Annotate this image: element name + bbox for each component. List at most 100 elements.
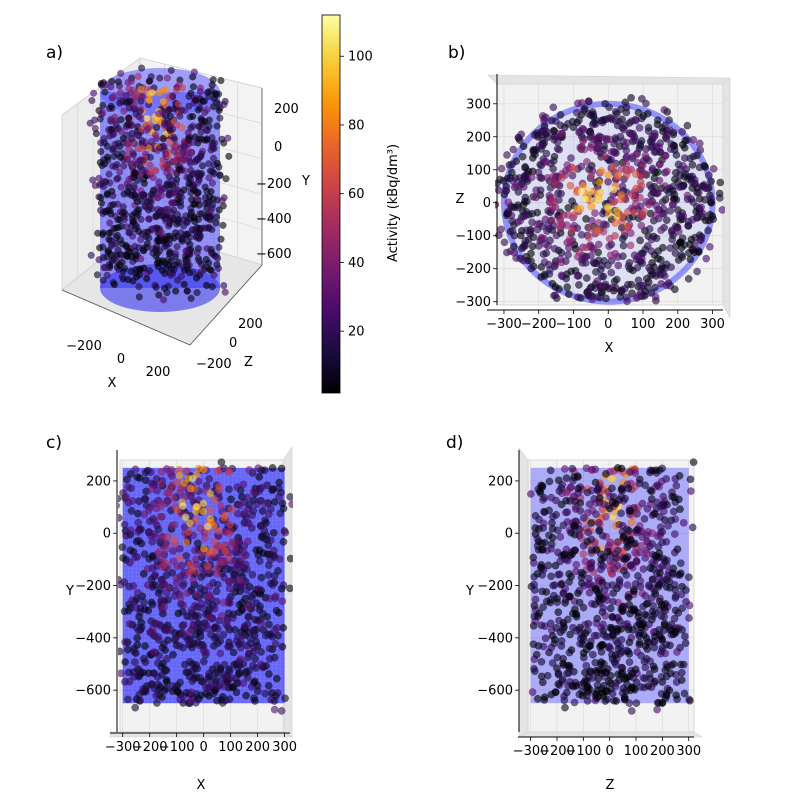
panel-b-point bbox=[527, 173, 536, 182]
panel-b-point bbox=[587, 171, 596, 180]
panel-a-point bbox=[165, 186, 174, 194]
panel-c-point bbox=[245, 612, 253, 621]
panel-c-point bbox=[240, 622, 249, 631]
panel-b-point bbox=[576, 143, 584, 152]
panel-d-point bbox=[562, 474, 571, 482]
panel-d-point bbox=[538, 483, 547, 491]
panel-a-point bbox=[147, 191, 155, 199]
panel-a-point bbox=[166, 249, 174, 257]
panel-a-point bbox=[105, 170, 113, 178]
panel-b-point bbox=[605, 242, 614, 251]
panel-a-point bbox=[164, 160, 172, 168]
panel-d-point bbox=[647, 495, 656, 503]
panel-b-point bbox=[565, 235, 574, 244]
panel-c-point bbox=[155, 547, 164, 556]
panel-c-point bbox=[228, 540, 236, 548]
panel-a-point bbox=[216, 171, 224, 179]
panel-d-point bbox=[556, 533, 565, 541]
panel-d-point bbox=[538, 545, 547, 554]
panel-d-point bbox=[662, 691, 671, 700]
panel-d-point bbox=[677, 668, 686, 677]
panel-b-point bbox=[594, 219, 603, 227]
panel-c-point bbox=[182, 551, 191, 560]
panel-b-point bbox=[539, 250, 548, 259]
panel-d-point bbox=[639, 565, 648, 573]
panel-d-point bbox=[632, 678, 641, 687]
panel-c-point bbox=[188, 474, 197, 483]
panel-c-point bbox=[118, 502, 120, 509]
panel-d-point bbox=[597, 555, 606, 564]
panel-c-point bbox=[141, 658, 150, 666]
panel-d-point bbox=[676, 559, 685, 568]
panel-c-point bbox=[187, 613, 196, 622]
panel-b-point bbox=[555, 222, 564, 231]
panel-a-point bbox=[185, 179, 193, 187]
panel-c-point bbox=[126, 558, 134, 567]
panel-c-point bbox=[187, 688, 196, 696]
panel-a-point bbox=[203, 106, 211, 114]
panel-c-point bbox=[157, 479, 165, 488]
panel-a-point bbox=[215, 90, 223, 98]
panel-b-point bbox=[567, 154, 575, 162]
panel-d-point bbox=[591, 478, 600, 487]
panel-b-point bbox=[668, 235, 677, 244]
panel-c-point bbox=[245, 519, 253, 528]
panel-c-point bbox=[148, 485, 156, 494]
panel-a-point bbox=[166, 139, 174, 147]
colorbar: 20 40 60 80 100 Activity (kBq/dm³) bbox=[321, 14, 401, 394]
panel-b-point bbox=[679, 161, 687, 170]
panel-d-point bbox=[658, 538, 667, 547]
panel-d-point bbox=[528, 688, 537, 696]
panel-d-point bbox=[563, 508, 572, 517]
panel-a-ylabel: Y bbox=[301, 174, 310, 189]
panel-d-point bbox=[561, 599, 569, 607]
panel-a-point bbox=[186, 211, 194, 219]
panel-a-point bbox=[155, 110, 163, 118]
panel-b-point bbox=[680, 143, 689, 152]
panel-b-point bbox=[623, 222, 632, 231]
panel-b-point bbox=[628, 191, 637, 199]
panel-c-point bbox=[175, 471, 184, 480]
panel-d-point bbox=[641, 481, 649, 490]
panel-c-point bbox=[220, 660, 229, 669]
panel-d-point bbox=[679, 518, 688, 527]
panel-b-point bbox=[507, 211, 516, 220]
panel-d-point bbox=[612, 697, 621, 705]
panel-c-point bbox=[192, 555, 200, 564]
panel-c-point bbox=[150, 517, 159, 526]
panel-b-point bbox=[577, 187, 586, 196]
panel-a-point bbox=[93, 271, 101, 279]
panel-a-point bbox=[100, 134, 108, 143]
panel-a-point bbox=[217, 77, 225, 85]
panel-c-point bbox=[209, 689, 218, 698]
panel-c-point bbox=[124, 483, 132, 491]
panel-c-point bbox=[258, 507, 267, 515]
panel-b-point bbox=[654, 247, 663, 255]
panel-b-y-tick-label: 100 bbox=[466, 163, 491, 178]
panel-d-point bbox=[672, 481, 681, 490]
panel-d-point bbox=[557, 580, 566, 589]
panel-b-point bbox=[683, 121, 692, 130]
panel-a-point bbox=[127, 77, 136, 85]
panel-c-point bbox=[139, 684, 147, 693]
panel-c-point bbox=[234, 509, 242, 518]
panel-c-point bbox=[132, 603, 140, 612]
panel-d-point bbox=[650, 509, 659, 518]
panel-b-point bbox=[595, 178, 604, 187]
panel-d-x-tick-label: 0 bbox=[606, 744, 614, 759]
panel-c-point bbox=[118, 514, 123, 522]
panel-b-point bbox=[516, 216, 525, 225]
panel-c-point bbox=[162, 684, 170, 693]
panel-b-point bbox=[582, 274, 591, 282]
panel-d-point bbox=[576, 499, 585, 507]
panel-d-point bbox=[549, 581, 557, 590]
panel-d-point bbox=[590, 631, 599, 640]
panel-b-point bbox=[689, 198, 697, 206]
panel-c-point bbox=[191, 546, 199, 555]
panel-b-point bbox=[650, 148, 659, 156]
panel-d-point bbox=[583, 488, 592, 497]
panel-b-point bbox=[508, 227, 517, 235]
panel-d-point bbox=[574, 473, 582, 481]
panel-a-point bbox=[159, 134, 167, 143]
